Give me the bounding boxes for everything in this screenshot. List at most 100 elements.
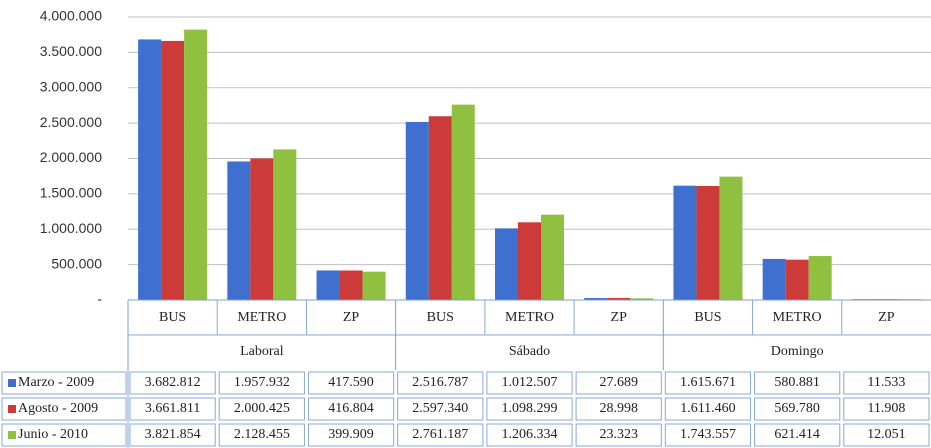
value-label: 2.128.455: [234, 427, 290, 442]
value-label: 3.821.854: [145, 427, 201, 442]
x-tick-label: ZP: [611, 310, 628, 325]
bar: [696, 185, 720, 300]
value-label: 1.206.334: [502, 427, 558, 442]
value-label: 580.881: [774, 375, 820, 390]
x-tick-label: BUS: [159, 310, 186, 325]
bar: [161, 40, 185, 300]
value-label: 1.098.299: [502, 401, 558, 416]
value-label: 417.590: [328, 375, 374, 390]
bar: [719, 176, 743, 300]
table-cell: [218, 423, 305, 447]
value-label: 2.516.787: [412, 375, 468, 390]
value-label: 27.689: [599, 375, 638, 390]
bar: [673, 185, 697, 300]
value-label: 2.597.340: [412, 401, 468, 416]
bar: [339, 270, 363, 300]
value-label: 2.000.425: [234, 401, 290, 416]
x-tick-label: METRO: [237, 310, 286, 325]
table-cell: [218, 397, 305, 421]
legend-label: Agosto - 2009: [18, 401, 98, 416]
value-label: 1.012.507: [502, 375, 558, 390]
table-cell: [307, 371, 395, 395]
bar: [762, 258, 786, 300]
value-label: 2.761.187: [412, 427, 468, 442]
value-label: 416.804: [328, 401, 374, 416]
bar: [362, 271, 386, 300]
y-tick-label: 500.000: [51, 255, 102, 271]
y-tick-label: 4.000.000: [40, 8, 102, 24]
value-label: 3.661.811: [145, 401, 200, 416]
table-cell: [1, 371, 127, 395]
bar: [227, 161, 251, 300]
table-cell: [397, 423, 484, 447]
legend-swatch: [8, 405, 16, 413]
x-tick-label: ZP: [878, 310, 895, 325]
table-cell: [664, 423, 752, 447]
table-cell: [1, 397, 127, 421]
bar: [495, 228, 518, 300]
value-label: 11.533: [867, 375, 905, 390]
y-tick-label: 2.500.000: [40, 114, 102, 130]
x-tick-label: METRO: [773, 310, 822, 325]
legend-label: Marzo - 2009: [18, 375, 94, 390]
x-tick-label: ZP: [343, 310, 360, 325]
value-label: 399.909: [328, 427, 374, 442]
legend-label: Junio - 2010: [18, 427, 88, 442]
x-tick-label: METRO: [505, 310, 554, 325]
table-cell: [129, 397, 216, 421]
x-tick-label: BUS: [694, 310, 721, 325]
y-tick-label: -: [97, 291, 102, 307]
table-cell: [664, 371, 752, 395]
table-cell: [397, 397, 484, 421]
value-label: 1.957.932: [234, 375, 290, 390]
table-cell: [486, 397, 573, 421]
legend-swatch: [8, 431, 16, 439]
bar: [518, 222, 541, 300]
table-cell: [754, 397, 841, 421]
value-label: 1.743.557: [680, 427, 736, 442]
bar: [316, 270, 340, 300]
table-cell: [307, 397, 395, 421]
table-cell: [1, 423, 127, 447]
table-cell: [307, 423, 395, 447]
bar: [785, 259, 809, 300]
table-cell: [664, 397, 752, 421]
bar: [630, 298, 654, 300]
value-label: 11.908: [867, 401, 905, 416]
table-cell: [754, 371, 841, 395]
bar: [273, 149, 297, 300]
table-cell: [218, 371, 305, 395]
group-label: Domingo: [771, 344, 824, 359]
table-cell: [129, 423, 216, 447]
bar: [541, 214, 564, 300]
legend-swatch: [8, 379, 16, 387]
bar: [584, 298, 608, 300]
bar: [405, 121, 429, 300]
value-label: 12.051: [867, 427, 906, 442]
value-label: 3.682.812: [145, 375, 201, 390]
bar: [808, 256, 832, 300]
y-tick-label: 1.500.000: [40, 185, 102, 201]
y-tick-label: 3.000.000: [40, 78, 102, 94]
value-label: 23.323: [599, 427, 638, 442]
bar: [250, 158, 274, 300]
table-cell: [843, 371, 930, 395]
y-tick-label: 3.500.000: [40, 43, 102, 59]
value-label: 621.414: [774, 427, 820, 442]
y-tick-label: 1.000.000: [40, 220, 102, 236]
value-label: 1.611.460: [680, 401, 735, 416]
table-cell: [129, 371, 216, 395]
x-tick-label: BUS: [427, 310, 454, 325]
bar: [184, 29, 208, 301]
table-cell: [397, 371, 484, 395]
table-cell: [843, 423, 930, 447]
table-cell: [575, 371, 662, 395]
table-cell: [575, 397, 662, 421]
table-cell: [754, 423, 841, 447]
group-label: Laboral: [240, 344, 284, 359]
value-label: 1.615.671: [680, 375, 736, 390]
table-cell: [486, 423, 573, 447]
group-label: Sábado: [509, 344, 550, 359]
bar: [607, 297, 631, 300]
